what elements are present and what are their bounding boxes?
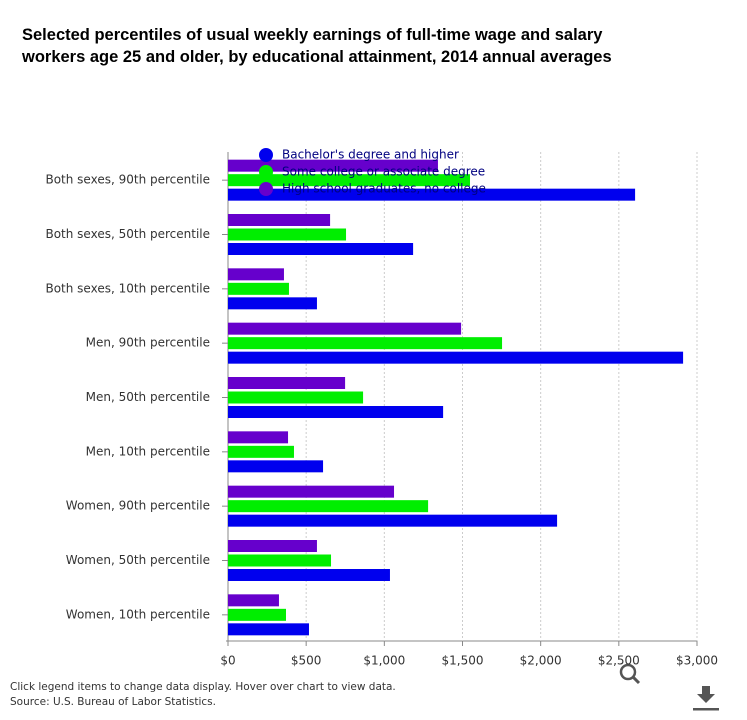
legend-marker [259, 148, 273, 162]
legend-item[interactable]: Bachelor's degree and higher [259, 148, 459, 163]
y-tick-label: Both sexes, 90th percentile [45, 173, 210, 187]
bar [228, 377, 346, 389]
note: Click legend items to change data displa… [10, 681, 396, 693]
chart-title: Selected percentiles of usual weekly ear… [21, 26, 612, 66]
y-tick-label: Men, 90th percentile [86, 336, 210, 350]
legend-marker [259, 182, 273, 196]
source: Source: U.S. Bureau of Labor Statistics. [10, 696, 216, 708]
legend-item[interactable]: Some college or associate degree [259, 165, 485, 180]
y-tick-label: Women, 90th percentile [66, 499, 210, 513]
bar [228, 174, 471, 187]
bar [228, 282, 289, 295]
y-tick-label: Men, 50th percentile [86, 390, 210, 404]
legend-label: High school graduates, no college [282, 182, 486, 196]
bar [228, 554, 332, 567]
bar [228, 460, 324, 473]
legend-label: Some college or associate degree [282, 165, 485, 179]
bar [228, 569, 390, 581]
y-tick-label: Both sexes, 10th percentile [45, 281, 210, 295]
bar [228, 214, 331, 226]
bar [228, 514, 558, 527]
bar [228, 268, 284, 281]
bar [228, 391, 364, 404]
x-tick-label: $3,000 [676, 654, 718, 668]
bar [228, 431, 289, 444]
bar [228, 500, 429, 513]
bar [228, 228, 347, 241]
bar [228, 540, 317, 552]
bar [228, 608, 286, 621]
x-tick-label: $500 [291, 654, 322, 668]
bar [228, 445, 294, 458]
x-tick-label: $2,500 [598, 654, 640, 668]
x-tick-label: $2,000 [520, 654, 562, 668]
bar [228, 485, 395, 498]
bar [228, 188, 636, 201]
x-tick-label: $1,000 [363, 654, 405, 668]
bar [228, 406, 444, 418]
legend-item[interactable]: High school graduates, no college [259, 182, 486, 197]
x-tick-label: $0 [220, 654, 235, 668]
y-tick-label: Women, 50th percentile [66, 553, 210, 567]
bar [228, 322, 462, 335]
bar [228, 351, 684, 364]
legend-marker [259, 165, 273, 179]
bar [228, 243, 414, 255]
zoom-icon[interactable] [619, 663, 641, 685]
y-tick-label: Both sexes, 50th percentile [45, 227, 210, 241]
bar [228, 594, 279, 607]
bar [228, 337, 503, 350]
y-tick-label: Women, 10th percentile [66, 607, 210, 621]
download-icon[interactable] [693, 686, 719, 711]
legend-label: Bachelor's degree and higher [282, 148, 459, 162]
bar [228, 159, 438, 172]
x-tick-label: $1,500 [442, 654, 484, 668]
bar [228, 623, 309, 636]
y-tick-label: Men, 10th percentile [86, 444, 210, 458]
bar [228, 297, 317, 310]
